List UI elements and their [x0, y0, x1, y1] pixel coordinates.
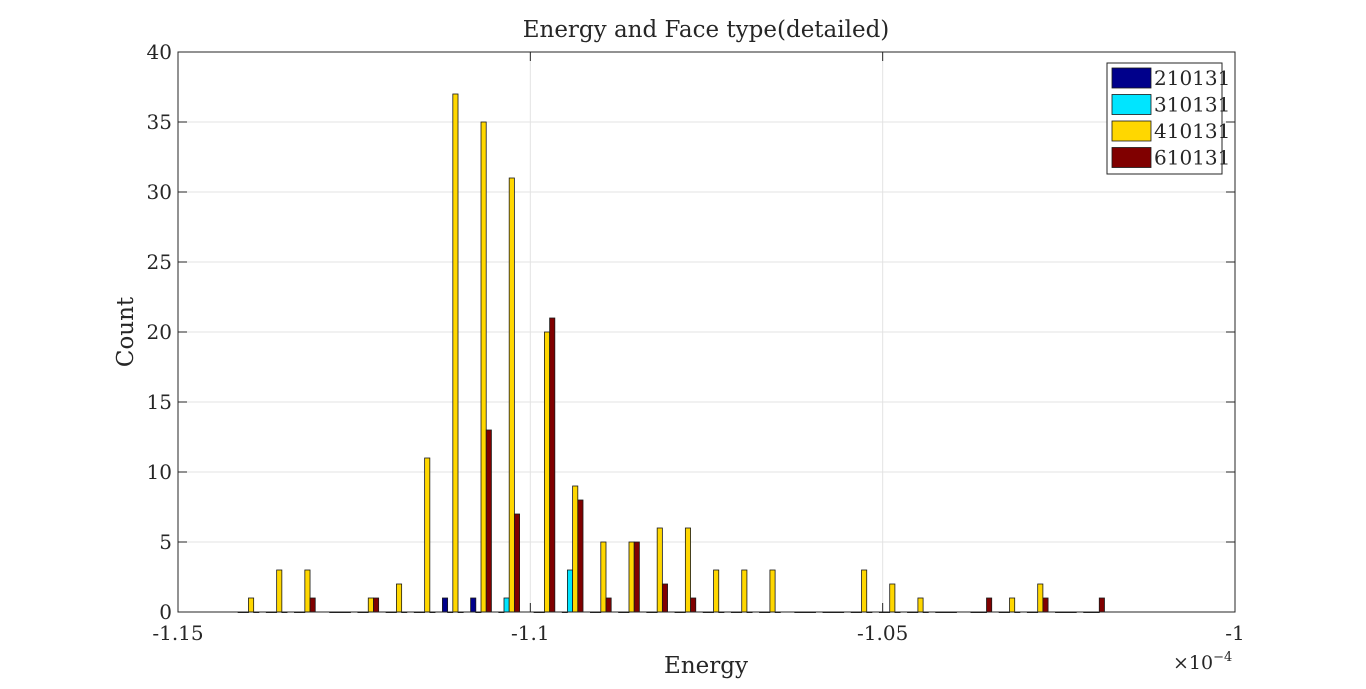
bar-610131: [577, 499, 584, 613]
bar-410131: [713, 569, 720, 613]
y-axis-label: Count: [113, 296, 139, 367]
x-axis-label: Energy: [664, 653, 748, 679]
axis-ticks: 0 5 10 15 20 25 30 35 40 -1.15 -1.1 -1.05 -1: [147, 40, 1245, 645]
y-tick-label: 25: [147, 250, 172, 274]
x-tick-label: -1.05: [857, 621, 908, 645]
bar-610131: [549, 317, 556, 613]
bar-410131: [741, 569, 748, 613]
bar-610131: [633, 541, 640, 613]
bar-410131: [424, 457, 431, 613]
bar-610131: [485, 429, 492, 613]
bar-610131: [690, 597, 697, 613]
x-tick-label: -1: [1225, 621, 1244, 645]
y-tick-label: 20: [147, 320, 172, 344]
bar-310131: [567, 569, 574, 613]
legend-label-410131: 410131: [1154, 119, 1230, 143]
bar-410131: [544, 331, 551, 613]
bar-210131: [442, 597, 449, 613]
grid-lines: [177, 51, 1236, 613]
bar-410131: [367, 597, 374, 613]
bar-410131: [248, 597, 255, 613]
y-tick-label: 35: [147, 110, 172, 134]
x-tick-label: -1.1: [511, 621, 550, 645]
bar-410131: [656, 527, 663, 613]
bar-610131: [661, 583, 668, 613]
bar-410131: [628, 541, 635, 613]
bar-410131: [396, 583, 403, 613]
bar-210131: [470, 597, 477, 613]
y-tick-label: 40: [147, 40, 172, 64]
bar-610131: [513, 513, 520, 613]
legend-swatch-210131: [1111, 67, 1152, 89]
bar-410131: [480, 121, 487, 613]
y-tick-label: 15: [147, 390, 172, 414]
y-tick-label: 0: [159, 600, 172, 624]
bar-410131: [508, 177, 515, 613]
bar-410131: [600, 541, 607, 613]
bar-310131: [503, 597, 510, 613]
bar-410131: [452, 93, 459, 613]
y-tick-label: 30: [147, 180, 172, 204]
bar-410131: [572, 485, 579, 613]
bar-610131: [986, 597, 993, 613]
bar-410131: [276, 569, 283, 613]
x-tick-label: -1.15: [152, 621, 203, 645]
legend-label-310131: 310131: [1154, 93, 1230, 117]
legend-swatch-410131: [1111, 120, 1152, 142]
bar-410131: [861, 569, 868, 613]
bar-610131: [1098, 597, 1105, 613]
y-tick-label: 10: [147, 460, 172, 484]
bar-610131: [309, 597, 316, 613]
bar-610131: [1042, 597, 1049, 613]
bar-410131: [917, 597, 924, 613]
x-axis-exponent: ×10−4: [1173, 650, 1232, 674]
bar-410131: [684, 527, 691, 613]
chart-title: Energy and Face type(detailed): [523, 17, 890, 43]
y-tick-label: 5: [159, 530, 172, 554]
legend-swatch-610131: [1111, 147, 1152, 168]
legend-label-210131: 210131: [1154, 66, 1230, 90]
bar-410131: [889, 583, 896, 613]
bar-410131: [1009, 597, 1016, 613]
bar-410131: [304, 569, 311, 613]
bar-610131: [373, 597, 380, 613]
bar-410131: [769, 569, 776, 613]
bar-610131: [605, 597, 612, 613]
legend-label-610131: 610131: [1154, 146, 1230, 170]
bar-410131: [1037, 583, 1044, 613]
legend-swatch-310131: [1111, 94, 1152, 115]
